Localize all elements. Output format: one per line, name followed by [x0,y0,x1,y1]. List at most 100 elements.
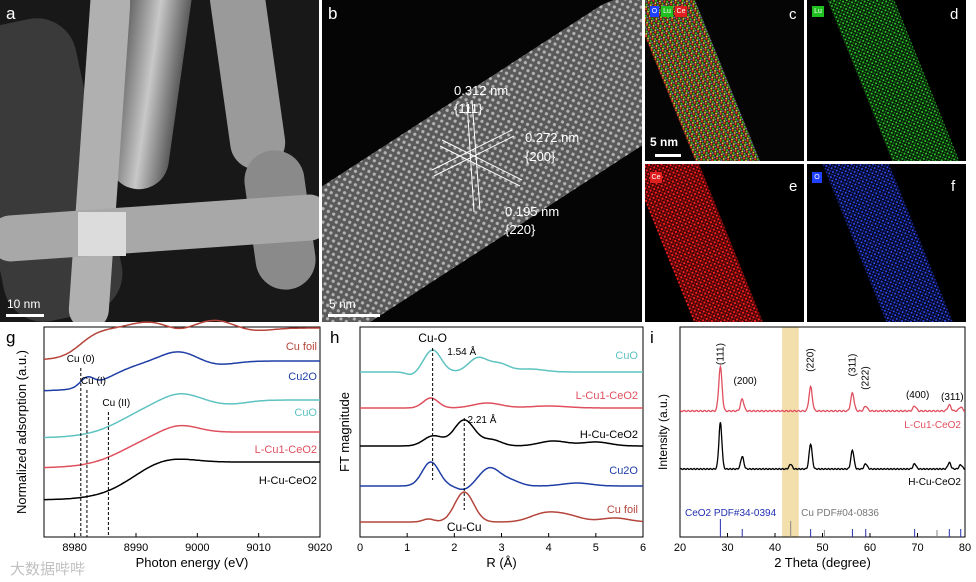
panel-i-xtick-label: 80 [959,542,971,554]
watermark: 大数据哔哔 [10,560,86,578]
panel-b-scale-bar [328,314,380,317]
panel-d-map-illustration [807,0,966,161]
panel-i-series-label-0: L-Cu1-CeO2 [904,420,961,431]
panel-b-label: b [328,4,338,23]
panel-h-xtick-label: 0 [357,542,363,554]
panel-i-peak-label-0: (111) [715,343,726,365]
panel-b-lattice-illustration [322,0,642,322]
panel-i-series-1 [679,422,965,471]
panel-h-series-3 [360,461,643,491]
panel-b-scale-text: 5 nm [329,297,356,311]
legend-lu-chip: Lu [661,6,673,17]
panel-h-series-4 [360,491,644,523]
annotation-220-plane: {220} [505,222,536,237]
panel-g-series-0 [43,319,320,361]
panel-i-series-label-1: H-Cu-CeO2 [908,477,961,488]
panel-c-scale-text: 5 nm [650,135,679,149]
annotation-200-value: 0.272 nm [525,130,580,145]
panel-i-peak-label-1: (200) [734,376,757,387]
panel-h-annot-221: 2.21 Å [468,413,497,426]
panel-g-refline-label-2: Cu (II) [102,398,130,409]
legend-ce-chip: Ce [675,6,687,17]
panel-i-ref-cu-label: Cu PDF#04-0836 [801,508,879,519]
panel-g-series-3 [44,424,320,469]
panel-g-xlabel: Photon energy (eV) [136,555,249,570]
panel-i-label: i [650,328,654,347]
panel-h-xtick-label: 2 [451,542,457,554]
panel-i-highlight-band [782,327,799,537]
panel-a-nanorods-illustration [0,0,319,322]
annotation-220-value: 0.195 nm [505,204,560,219]
panel-g-series-1 [44,351,320,392]
panel-h-xtick-label: 5 [593,542,599,554]
panel-g-series-4 [44,458,320,501]
panel-i-ref-ceo2-label: CeO2 PDF#34-0394 [685,508,777,519]
panel-h-series-label-0: CuO [615,350,638,362]
panel-h-annot-cucu: Cu-Cu [447,520,482,534]
panel-f-map-illustration [807,164,966,322]
panel-h-series-label-1: L-Cu1-CeO2 [576,390,638,402]
panel-h-frame [359,326,644,538]
panel-h-xlabel: R (Å) [486,555,516,570]
panel-h-xtick-label: 4 [546,542,552,554]
panel-f-label: f [951,178,956,195]
panel-h-xtick-label: 3 [498,542,504,554]
panel-h-label: h [330,328,340,347]
panel-h-ylabel: FT magnitude [337,392,352,472]
panel-e-ce-map: e Ce [645,164,804,322]
panel-h-xtick-label: 6 [640,542,646,554]
panel-i-xtick-label: 20 [674,542,686,554]
panel-a-scale-bar [6,314,44,317]
panel-e-map-illustration [645,164,804,322]
panel-i-peak-label-6: (311) [941,392,964,403]
panel-e-label: e [789,178,798,195]
panel-g-xtick-label: 8980 [62,542,86,554]
legend-lu-chip-d: Lu [812,6,824,17]
panel-g-series-label-1: Cu2O [288,371,317,383]
panel-a-stem-image: a 10 nm [0,0,319,322]
panel-i-xtick-label: 40 [769,542,781,554]
legend-o-chip: O [650,6,659,17]
panel-a-label: a [6,4,16,23]
panel-g-refline-label-0: Cu (0) [67,354,95,365]
panel-h-annot-cuo: Cu-O [418,331,447,345]
panel-g-xtick-label: 9010 [246,542,270,554]
panel-a-scale-text: 10 nm [7,297,41,311]
panel-g-series-label-0: Cu foil [286,341,317,353]
panel-c-eds-overlay: c O Lu Ce 5 nm [645,0,804,161]
panel-f-o-map: f O [807,164,966,322]
panel-i-xlabel: 2 Theta (degree) [774,555,871,570]
panel-d-lu-map: d Lu [807,0,966,161]
panel-i-peak-label-5: (400) [906,390,929,401]
legend-o-chip-f: O [812,172,822,183]
panel-i-ylabel: Intensity (a.u.) [656,394,670,470]
panel-g-series-label-3: L-Cu1-CeO2 [255,444,317,456]
panel-i-frame [679,326,966,538]
panel-g-refline-label-1: Cu (I) [81,376,106,387]
panel-i-xtick-label: 50 [816,542,828,554]
panel-g-xtick-label: 9020 [308,542,332,554]
panel-d-label: d [950,6,959,23]
panel-i-peak-label-3: (311) [847,354,858,377]
legend-ce-chip-e: Ce [650,172,662,183]
panel-h-series-2 [360,419,643,447]
panel-c-label: c [789,6,797,23]
panel-g-xtick-label: 8990 [124,542,148,554]
panel-h-annot-154: 1.54 Å [447,345,476,358]
panel-i-peak-label-2: (220) [806,348,817,371]
panel-h-series-1 [360,397,643,409]
panel-h-series-label-2: H-Cu-CeO2 [580,429,638,441]
panel-g-frame [43,326,321,538]
panel-g-series-2 [44,393,320,439]
panel-b-hrtem-image: b 0.312 nm {111} 0.272 nm {200} 0.195 nm… [322,0,642,322]
annotation-111-plane: {111} [454,101,483,116]
annotation-111-value: 0.312 nm [454,83,509,98]
panel-h-series-label-3: Cu2O [609,465,638,477]
annotation-200-plane: {200} [525,149,556,164]
panel-c-map-illustration [645,0,804,161]
panel-g-series-label-2: CuO [294,407,317,419]
panel-i-xtick-label: 60 [864,542,876,554]
panel-i-xtick-label: 30 [721,542,733,554]
panel-i-xtick-label: 70 [911,542,923,554]
panel-g-xtick-label: 9000 [185,542,209,554]
